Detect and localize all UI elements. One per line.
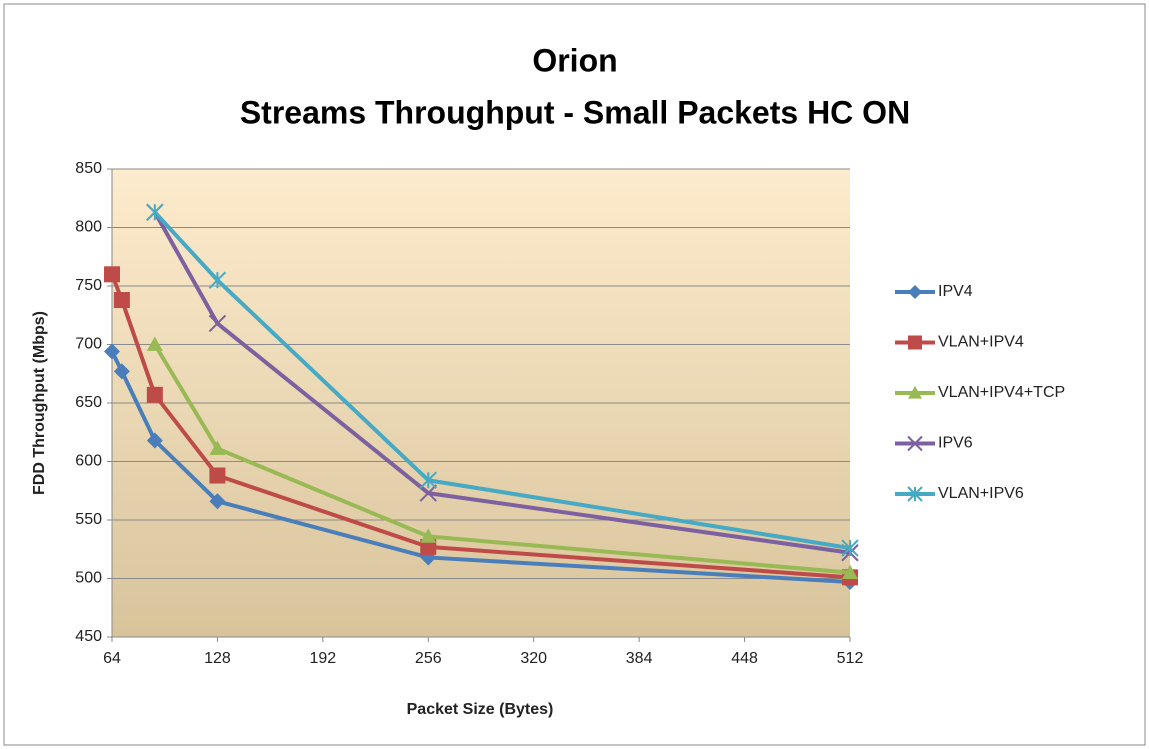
y-axis-title: FDD Throughput (Mbps): [31, 311, 48, 495]
marker: [420, 528, 437, 543]
x-tick-label: 64: [103, 650, 121, 667]
marker: [113, 292, 130, 309]
marker: [208, 271, 227, 289]
legend-label: VLAN+IPV4+TCP: [938, 384, 1065, 401]
y-tick-label: 700: [75, 336, 102, 353]
marker: [104, 266, 120, 283]
y-tick-label: 550: [75, 511, 102, 528]
x-tick-label: 384: [626, 650, 653, 667]
legend-label: IPV4: [938, 283, 973, 300]
marker: [146, 432, 163, 449]
legend-label: IPV6: [938, 435, 973, 452]
marker: [907, 435, 923, 452]
marker: [420, 538, 437, 555]
marker: [209, 467, 226, 484]
x-tick-label: 512: [837, 650, 864, 667]
series-line: [153, 211, 851, 555]
marker: [841, 539, 859, 557]
y-tick-label: 850: [75, 160, 102, 177]
marker: [419, 471, 437, 489]
x-tick-label: 192: [310, 650, 337, 667]
y-tick-label: 500: [75, 570, 102, 587]
chart-subtitle: Streams Throughput - Small Packets HC ON: [240, 94, 910, 130]
marker: [209, 440, 226, 456]
y-tick-label: 650: [75, 394, 102, 411]
x-tick-label: 320: [520, 650, 547, 667]
y-tick-label: 800: [75, 219, 102, 236]
legend-label: VLAN+IPV6: [938, 485, 1024, 502]
y-tick-label: 450: [75, 628, 102, 645]
x-tick-label: 448: [731, 650, 758, 667]
marker: [908, 335, 922, 350]
marker: [146, 336, 163, 351]
legend-label: VLAN+IPV4: [938, 334, 1024, 351]
marker: [146, 386, 163, 403]
chart-title: Orion: [532, 42, 617, 78]
x-axis-title: Packet Size (Bytes): [407, 701, 554, 718]
marker: [208, 314, 227, 333]
marker: [104, 343, 120, 360]
marker: [908, 386, 922, 399]
marker: [209, 493, 226, 510]
y-tick-label: 600: [75, 453, 102, 470]
marker: [908, 285, 922, 299]
x-tick-label: 256: [415, 650, 442, 667]
marker: [907, 486, 923, 502]
marker: [113, 363, 130, 380]
marker: [419, 484, 437, 502]
y-tick-label: 750: [75, 277, 102, 294]
x-tick-label: 128: [204, 650, 231, 667]
series-line: [153, 343, 851, 575]
marker: [146, 203, 164, 221]
marker: [842, 564, 858, 580]
series-line: [153, 210, 851, 551]
